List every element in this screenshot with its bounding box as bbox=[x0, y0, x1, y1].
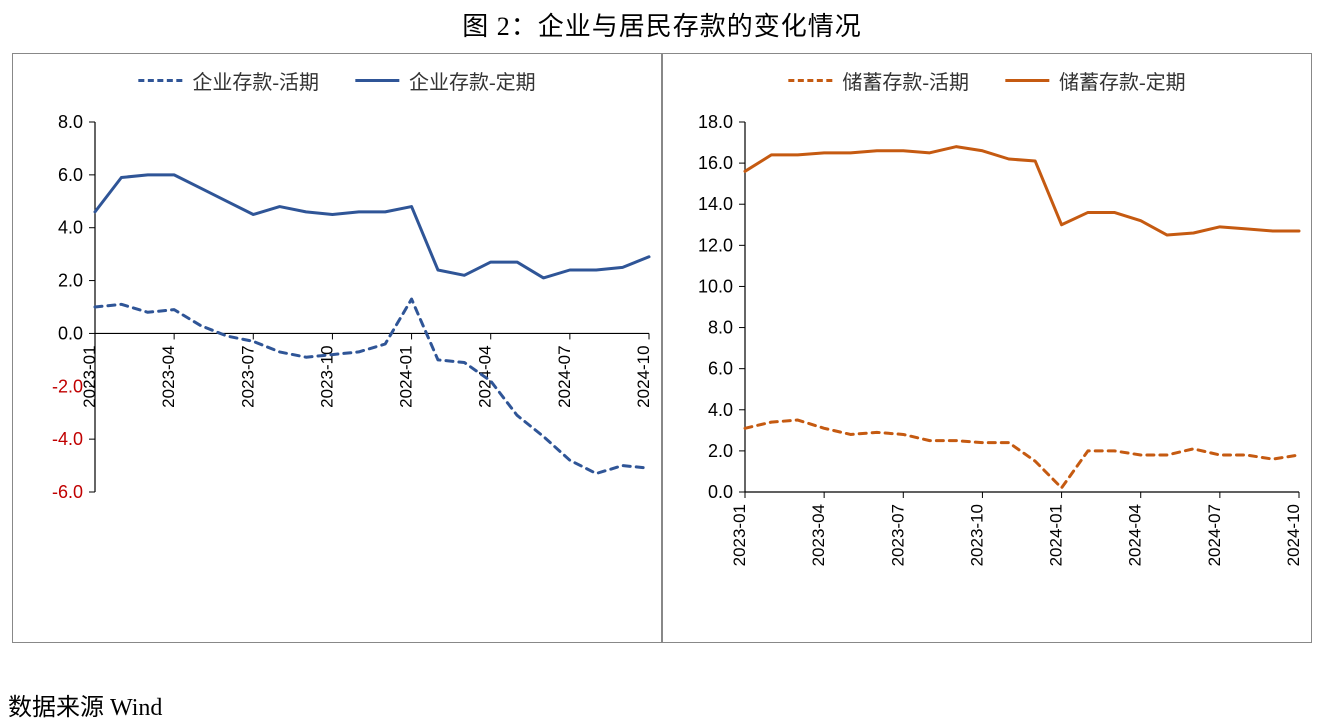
legend-swatch-solid-icon bbox=[355, 79, 399, 82]
page: 图 2：企业与居民存款的变化情况 企业存款-活期 企业存款-定期 -6.0 -4.… bbox=[0, 0, 1324, 728]
series-savings-demand bbox=[745, 420, 1299, 488]
svg-text:12.0: 12.0 bbox=[698, 235, 733, 255]
svg-text:-2.0: -2.0 bbox=[52, 376, 83, 396]
svg-text:8.0: 8.0 bbox=[58, 112, 83, 132]
svg-text:14.0: 14.0 bbox=[698, 194, 733, 214]
legend-left: 企业存款-活期 企业存款-定期 bbox=[138, 66, 535, 95]
svg-text:2024-07: 2024-07 bbox=[555, 345, 574, 407]
figure-title: 图 2：企业与居民存款的变化情况 bbox=[0, 0, 1324, 53]
svg-text:2024-01: 2024-01 bbox=[1047, 504, 1066, 566]
legend-item-savings-time: 储蓄存款-定期 bbox=[1005, 66, 1186, 95]
legend-item-savings-demand: 储蓄存款-活期 bbox=[788, 66, 969, 95]
legend-swatch-dashed-icon bbox=[788, 79, 832, 82]
legend-swatch-solid-icon bbox=[1005, 79, 1049, 82]
svg-text:16.0: 16.0 bbox=[698, 153, 733, 173]
legend-label: 企业存款-活期 bbox=[192, 66, 319, 95]
svg-text:2023-01: 2023-01 bbox=[80, 345, 99, 407]
svg-text:10.0: 10.0 bbox=[698, 276, 733, 296]
svg-text:2023-10: 2023-10 bbox=[967, 504, 986, 566]
legend-label: 储蓄存款-定期 bbox=[1059, 66, 1186, 95]
legend-item-enterprise-time: 企业存款-定期 bbox=[355, 66, 536, 95]
svg-text:-6.0: -6.0 bbox=[52, 482, 83, 502]
enterprise-deposits-chart: 企业存款-活期 企业存款-定期 -6.0 -4.0 -2.0 0.0 2.0 4.0 6.0… bbox=[12, 53, 662, 643]
legend-item-enterprise-demand: 企业存款-活期 bbox=[138, 66, 319, 95]
svg-text:2024-04: 2024-04 bbox=[1126, 504, 1145, 566]
chart-svg-right: 0.0 2.0 4.0 6.0 8.0 10.0 12.0 14.0 16.0 18.0 2023-… bbox=[663, 54, 1311, 642]
svg-text:2024-07: 2024-07 bbox=[1205, 504, 1224, 566]
svg-text:0.0: 0.0 bbox=[708, 482, 733, 502]
svg-text:6.0: 6.0 bbox=[58, 165, 83, 185]
svg-text:2023-07: 2023-07 bbox=[888, 504, 907, 566]
svg-text:2023-04: 2023-04 bbox=[809, 504, 828, 566]
svg-text:2.0: 2.0 bbox=[708, 441, 733, 461]
svg-text:0.0: 0.0 bbox=[58, 323, 83, 343]
legend-swatch-dashed-icon bbox=[138, 79, 182, 82]
legend-label: 储蓄存款-活期 bbox=[842, 66, 969, 95]
chart-svg-left: -6.0 -4.0 -2.0 0.0 2.0 4.0 6.0 8.0 2023-01 2023-0… bbox=[13, 54, 661, 642]
legend-right: 储蓄存款-活期 储蓄存款-定期 bbox=[788, 66, 1185, 95]
charts-row: 企业存款-活期 企业存款-定期 -6.0 -4.0 -2.0 0.0 2.0 4.0 6.0… bbox=[0, 53, 1324, 643]
svg-text:2023-04: 2023-04 bbox=[159, 345, 178, 407]
svg-text:4.0: 4.0 bbox=[58, 218, 83, 238]
svg-text:2023-07: 2023-07 bbox=[238, 345, 257, 407]
svg-text:-4.0: -4.0 bbox=[52, 429, 83, 449]
household-savings-chart: 储蓄存款-活期 储蓄存款-定期 0.0 2.0 4.0 6.0 8.0 10.0 12.0 1… bbox=[662, 53, 1312, 643]
svg-text:6.0: 6.0 bbox=[708, 359, 733, 379]
svg-text:8.0: 8.0 bbox=[708, 318, 733, 338]
series-savings-time bbox=[745, 147, 1299, 235]
svg-text:2024-10: 2024-10 bbox=[634, 345, 653, 407]
svg-text:2023-01: 2023-01 bbox=[730, 504, 749, 566]
svg-text:2024-10: 2024-10 bbox=[1284, 504, 1303, 566]
data-source: 数据来源 Wind bbox=[8, 687, 162, 722]
svg-text:4.0: 4.0 bbox=[708, 400, 733, 420]
series-enterprise-time bbox=[95, 175, 649, 278]
svg-text:2024-01: 2024-01 bbox=[397, 345, 416, 407]
svg-text:2.0: 2.0 bbox=[58, 271, 83, 291]
svg-text:18.0: 18.0 bbox=[698, 112, 733, 132]
legend-label: 企业存款-定期 bbox=[409, 66, 536, 95]
